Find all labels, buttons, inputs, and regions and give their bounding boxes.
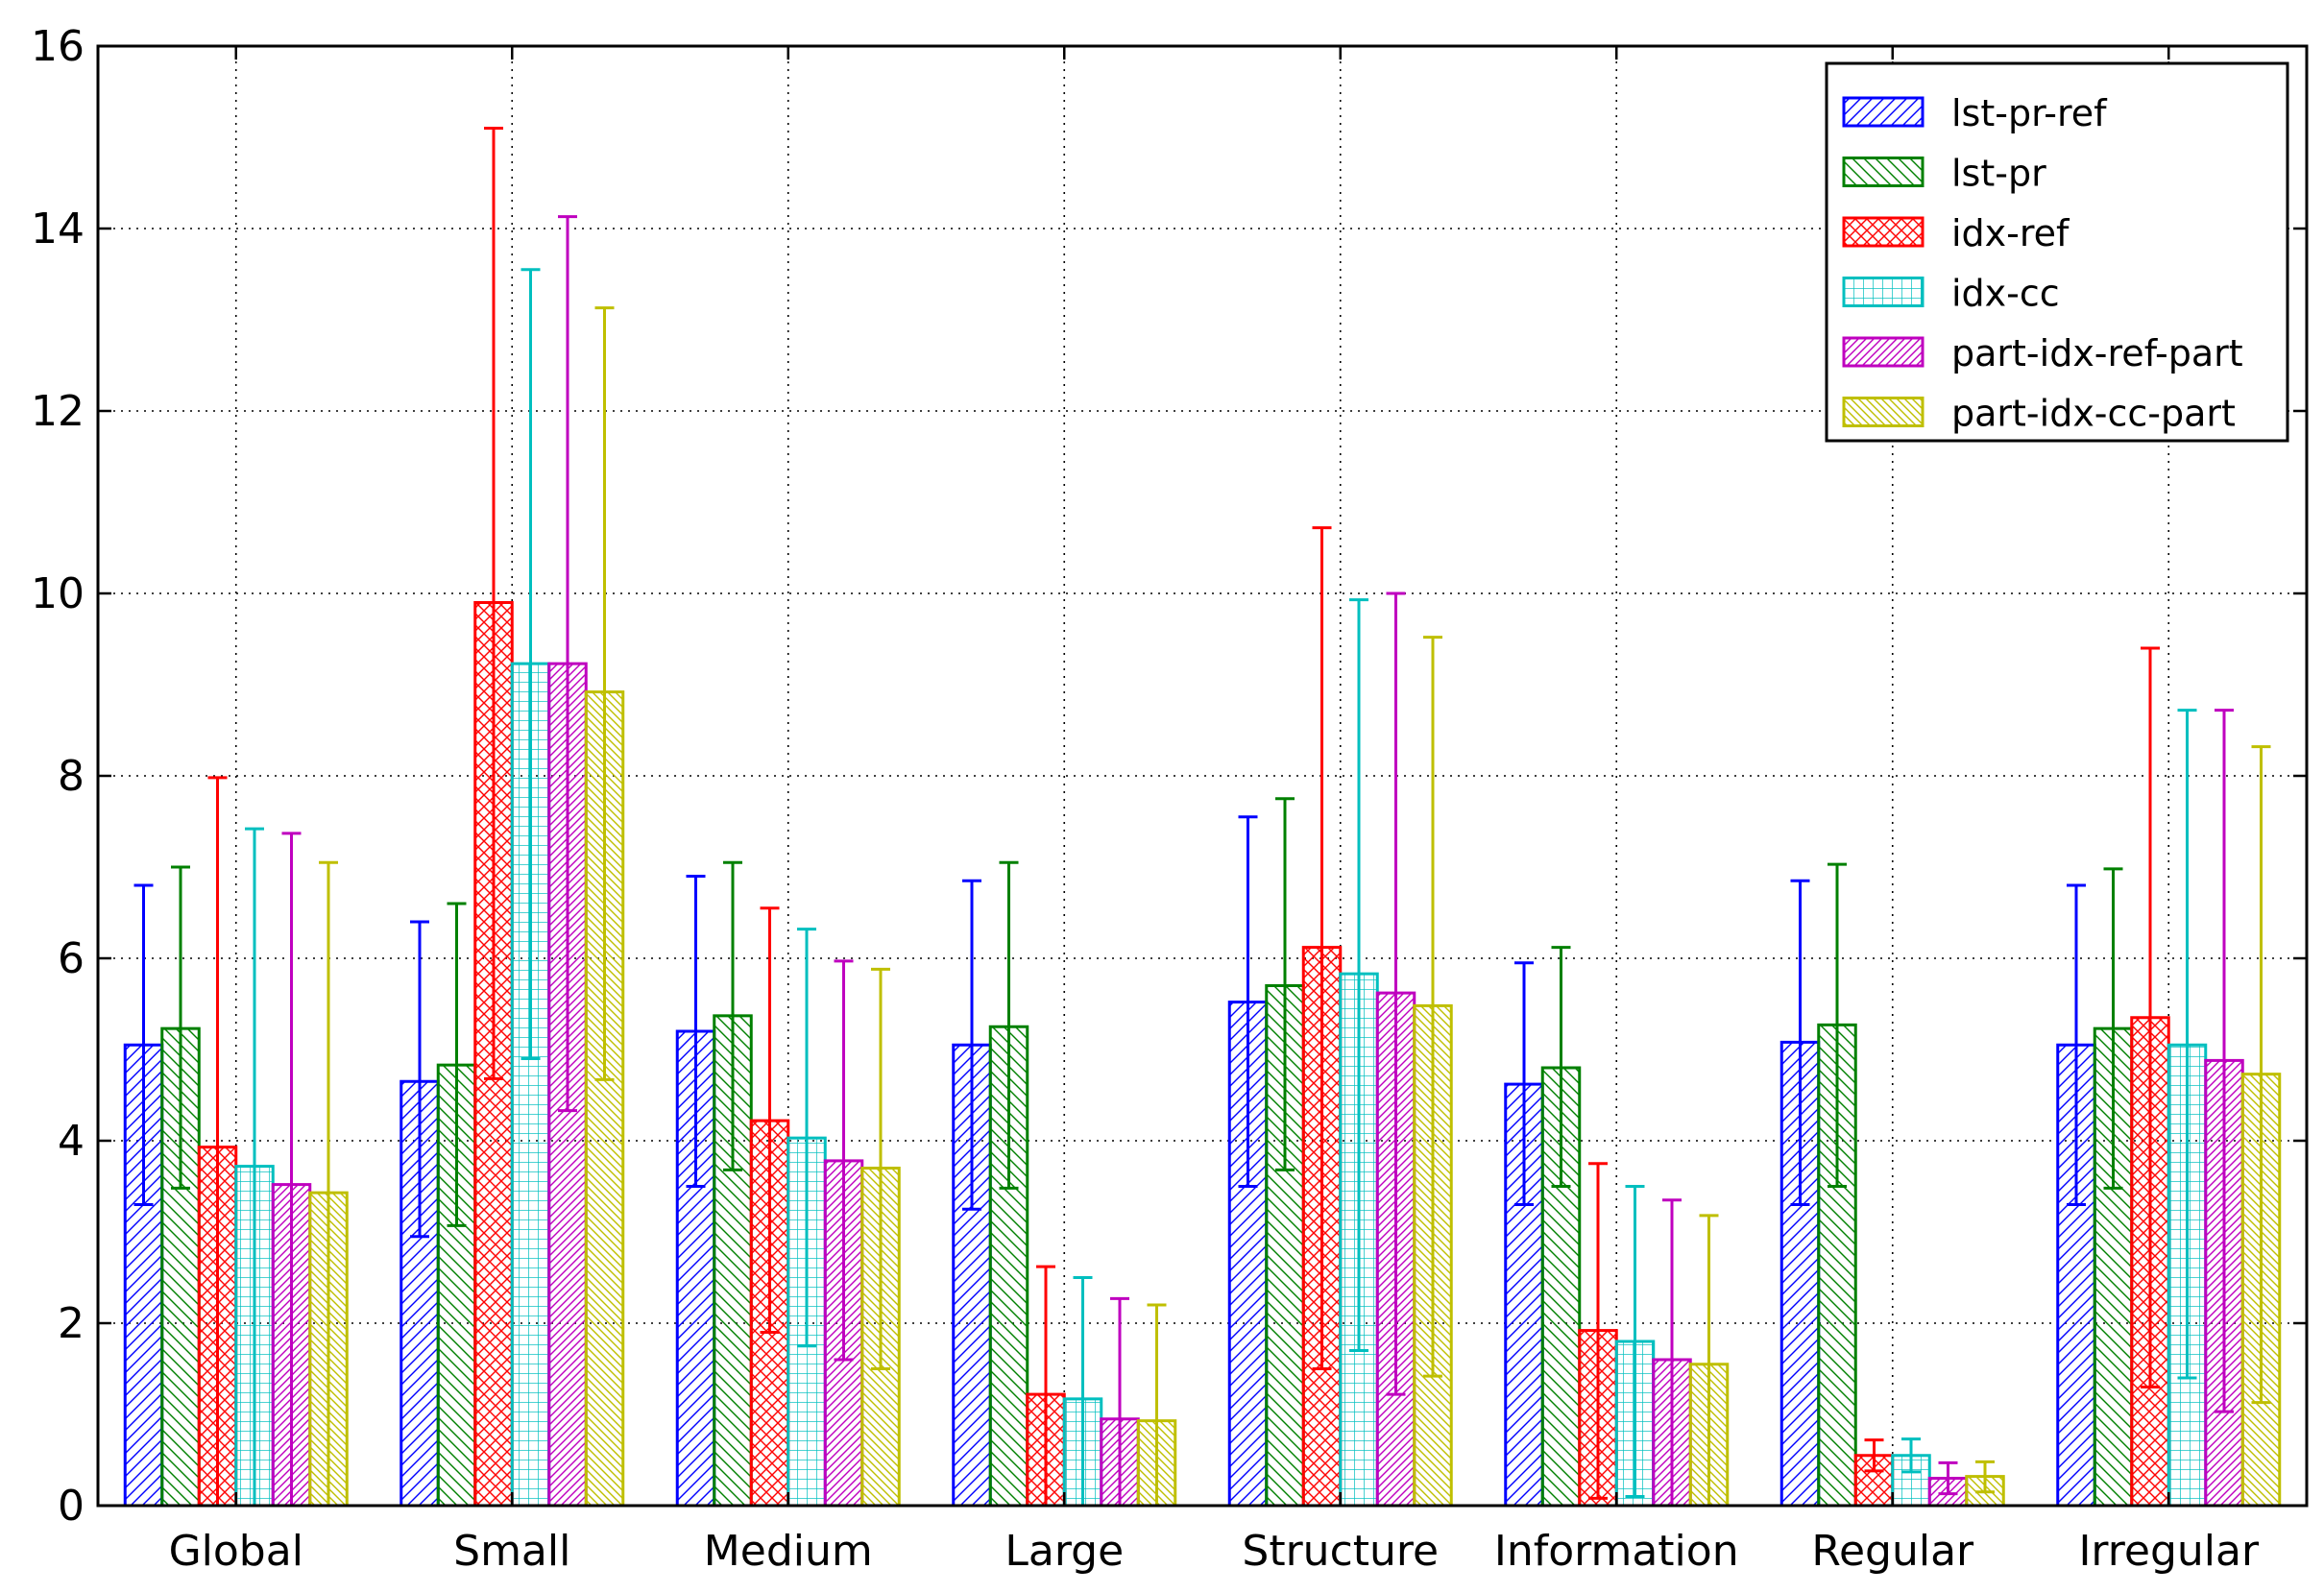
x-tick-label: Medium [704,1527,873,1576]
error-bars [133,127,2271,1506]
legend-label: idx-ref [1951,212,2070,254]
legend-swatch [1842,277,1925,307]
legend-label: lst-pr-ref [1951,92,2108,134]
y-tick-label: 8 [58,752,85,801]
y-tick-label: 0 [58,1482,85,1531]
legend-label: idx-cc [1951,273,2060,315]
x-tick-label: Regular [1811,1527,1974,1576]
y-tick-label: 6 [58,934,85,983]
legend-swatch [1842,96,1925,128]
y-tick-label: 14 [31,205,85,253]
y-tick-label: 2 [58,1299,85,1348]
legend-swatch [1842,157,1925,187]
x-tick-label: Small [453,1527,570,1576]
legend-swatch [1842,397,1925,427]
legend-label: part-idx-cc-part [1951,393,2236,435]
legend-label: part-idx-ref-part [1951,332,2243,374]
axes: 0 2 4 6 8 10 12 14 16 Global Small Medium Large Struc… [31,22,2309,1576]
x-tick-label: Structure [1242,1527,1439,1576]
legend: lst-pr-ref lst-pr idx-ref idx-cc part-idx-re… [1825,61,2289,443]
legend-swatch [1842,216,1925,248]
y-tick-label: 16 [31,22,85,71]
x-tick-label: Large [1005,1527,1124,1576]
legend-label: lst-pr [1951,153,2046,195]
y-tick-label: 10 [31,569,85,618]
x-tick-label: Information [1494,1527,1739,1576]
x-tick-label: Global [169,1527,303,1576]
bars [123,601,2282,1508]
x-tick-label: Irregular [2078,1527,2259,1576]
y-tick-label: 4 [58,1117,85,1166]
legend-swatch [1842,336,1925,368]
y-tick-label: 12 [31,387,85,436]
